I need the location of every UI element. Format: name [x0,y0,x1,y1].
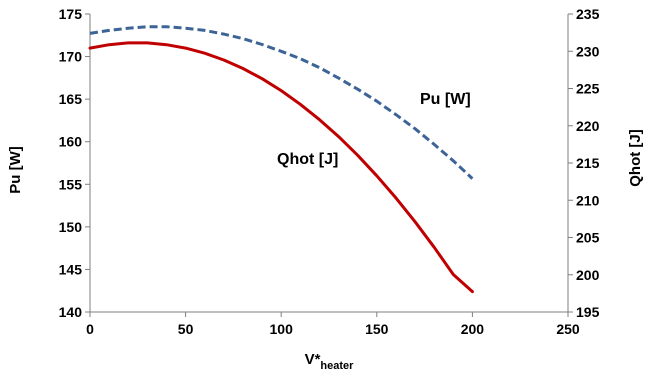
y2-tick-label: 200 [576,267,600,283]
series-line-pu-w [89,25,474,180]
y-axis-title: Pu [W] [7,146,24,193]
labels-group: Pu [W] Qhot [J] V*heater Pu [W] Qhot [J] [7,91,644,372]
y2-tick-label: 230 [576,43,600,59]
y2-tick-label: 210 [576,192,600,208]
x-tick-label: 150 [365,321,389,337]
x-axis-title-main: V* [305,351,321,368]
y-tick-label: 155 [59,176,83,192]
y-tick-label: 150 [59,219,83,235]
y2-tick-label: 205 [576,230,600,246]
annotation-qhot: Qhot [J] [277,151,338,168]
y-tick-label: 175 [59,6,83,22]
y2-tick-label: 220 [576,118,600,134]
series-line-qhot-j [88,41,474,294]
y-tick-label: 160 [59,134,83,150]
y2-tick-label: 225 [576,81,600,97]
y2-tick-label: 235 [576,6,600,22]
y2-tick-label: 195 [576,304,600,320]
x-tick-label: 50 [178,321,194,337]
x-axis-title: V*heater [305,351,355,372]
y2-tick-label: 215 [576,155,600,171]
axes: 0 50 100 150 200 250 140 145 150 155 160 165 170 175 1… [59,6,600,337]
x-tick-label: 200 [461,321,485,337]
series-group [88,25,474,294]
y-tick-label: 140 [59,304,83,320]
x-tick-label: 250 [556,321,580,337]
x-axis-title-subscript: heater [320,360,354,372]
y-tick-label: 165 [59,91,83,107]
annotation-pu: Pu [W] [420,91,471,108]
x-tick-label: 0 [86,321,94,337]
y2-axis-title: Qhot [J] [627,129,644,187]
y-tick-label: 170 [59,49,83,65]
x-tick-label: 100 [270,321,294,337]
y-tick-label: 145 [59,261,83,277]
